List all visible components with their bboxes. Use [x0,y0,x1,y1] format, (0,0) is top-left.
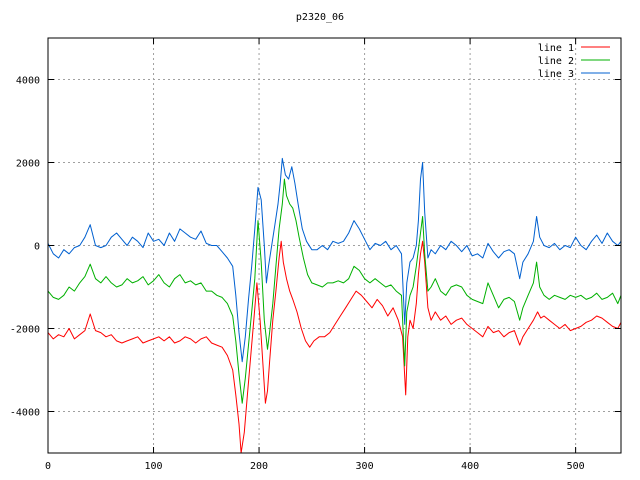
legend: line 1 line 2 line 3 [538,43,610,80]
y-tick-label: 4000 [16,76,40,87]
x-tick-label: 100 [144,461,162,472]
series-group [48,157,621,453]
y-tick-label: -4000 [10,408,40,419]
series-line-2 [48,178,621,404]
x-tick-label: 300 [356,461,374,472]
series-line-3 [48,157,621,363]
y-tick-label: 0 [34,242,40,253]
tick-group: 0 100 200 300 400 500 -4000 -2000 0 2000 4000 [10,38,621,472]
y-tick-label: 2000 [16,159,40,170]
chart-title: p2320_06 [295,12,345,23]
y-tick-label: -2000 [10,325,40,336]
grid [48,38,621,453]
legend-label: line 2 [538,56,574,67]
x-tick-label: 400 [461,461,479,472]
series-line-1 [48,240,621,453]
legend-label: line 3 [538,69,574,80]
x-tick-label: 200 [250,461,268,472]
x-tick-label: 0 [45,461,51,472]
legend-label: line 1 [538,43,574,54]
x-tick-label: 500 [567,461,585,472]
